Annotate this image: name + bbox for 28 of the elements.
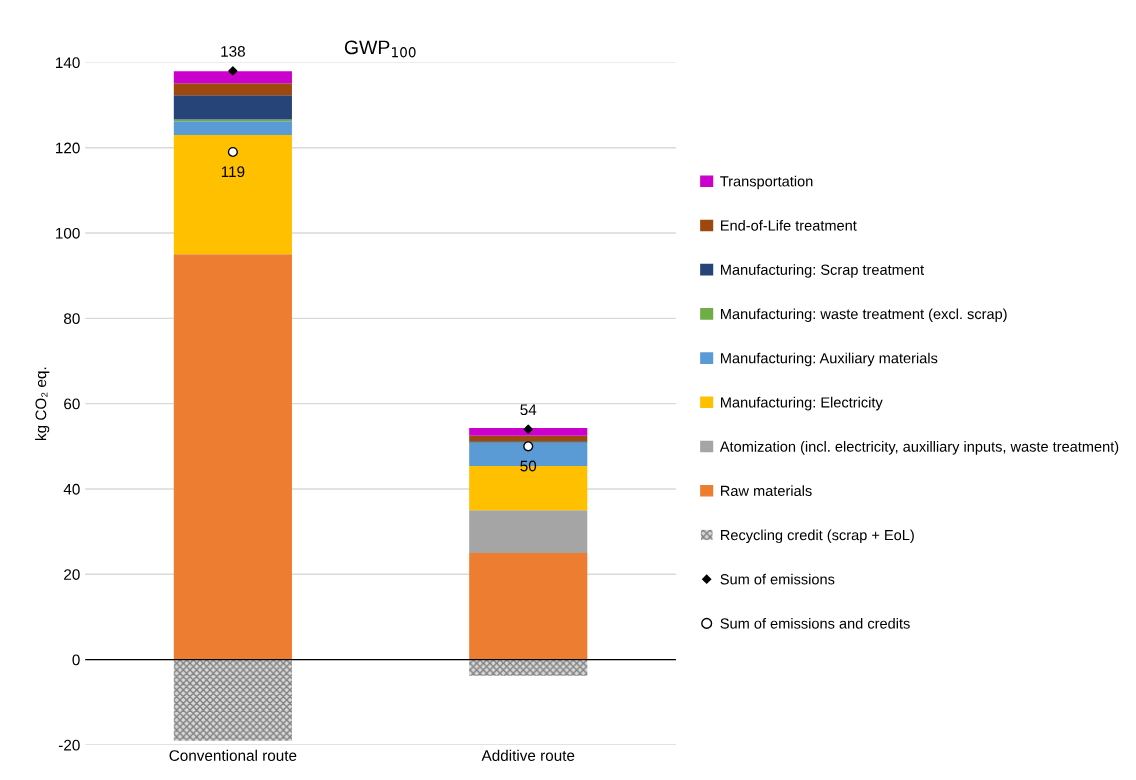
y-tick-label: 0 xyxy=(72,654,80,666)
y-tick-label: -20 xyxy=(58,739,80,751)
x-tick-label: Conventional route xyxy=(169,749,297,761)
legend-label: Transportation xyxy=(720,175,813,190)
data-label: 50 xyxy=(520,460,537,472)
y-tick-label: 60 xyxy=(64,398,80,410)
legend-label: End-of-Life treatment xyxy=(721,219,857,231)
legend-label: Raw materials xyxy=(721,485,812,496)
legend-label: Sum of emissions xyxy=(720,573,835,585)
legend-label: Manufacturing: waste treatment (excl. scrap) xyxy=(721,308,1007,323)
legend-label: Manufacturing: Electricity xyxy=(721,396,883,411)
legend-label: Atomization (incl. electricity, auxilliary inputs, waste treatment) xyxy=(719,441,1119,455)
data-label: 54 xyxy=(520,404,537,416)
legend-label: Recycling credit (scrap + EoL) xyxy=(721,529,914,544)
chart-title: GWP$_{100}$ xyxy=(344,40,416,58)
y-axis-title: kg CO₂ eq. xyxy=(35,367,50,440)
y-tick-label: 140 xyxy=(56,57,80,69)
data-label: 138 xyxy=(221,45,245,57)
legend-label: Manufacturing: Auxiliary materials xyxy=(721,352,938,367)
y-tick-label: 40 xyxy=(63,483,80,495)
y-tick-label: 20 xyxy=(64,569,80,580)
legend-label: Sum of emissions and credits xyxy=(720,617,910,629)
x-tick-label: Additive route xyxy=(481,749,575,761)
y-tick-label: 120 xyxy=(56,142,80,154)
legend-label: Manufacturing: Scrap treatment xyxy=(721,264,924,278)
data-label: 119 xyxy=(221,166,245,178)
y-tick-label: 80 xyxy=(64,313,80,325)
y-tick-label: 100 xyxy=(56,227,80,239)
